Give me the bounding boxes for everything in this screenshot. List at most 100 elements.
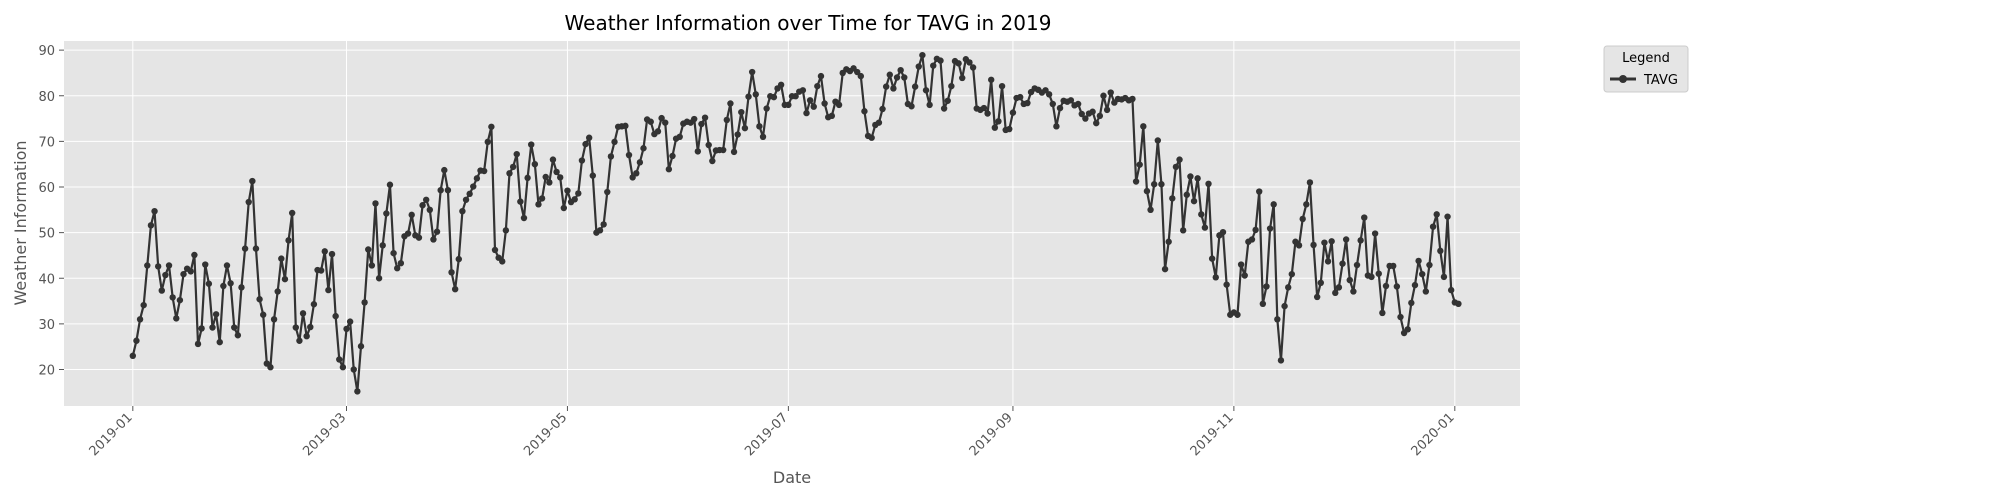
data-point-306: [1237, 261, 1245, 268]
data-point-282: [1150, 181, 1158, 188]
data-point-73: [394, 265, 401, 272]
data-point-343: [1371, 230, 1379, 237]
data-point-109: [524, 174, 531, 182]
data-point-48: [303, 332, 310, 340]
data-point-276: [1129, 95, 1136, 103]
y-axis-label: Weather Information: [11, 140, 30, 305]
legend-title: Legend: [1622, 51, 1670, 66]
data-point-261: [1074, 100, 1082, 108]
data-point-291: [1183, 191, 1190, 198]
data-point-339: [1357, 237, 1364, 244]
data-point-301: [1219, 228, 1227, 236]
data-point-166: [730, 148, 738, 156]
y-tick-label-20: 20: [38, 364, 55, 379]
data-point-287: [1169, 195, 1176, 202]
data-point-129: [596, 227, 604, 234]
data-point-95: [473, 175, 481, 182]
data-point-122: [571, 196, 578, 203]
data-point-226: [948, 82, 955, 90]
data-point-133: [611, 138, 618, 146]
data-point-46: [296, 337, 303, 344]
data-point-24: [216, 338, 223, 346]
data-point-55: [328, 250, 336, 258]
data-point-103: [502, 227, 510, 234]
data-point-86: [441, 166, 448, 174]
data-point-0: [129, 352, 137, 360]
data-point-85: [437, 186, 444, 194]
data-point-204: [868, 134, 875, 141]
data-point-337: [1350, 288, 1357, 295]
data-point-10: [165, 262, 173, 269]
data-point-317: [1277, 357, 1285, 364]
data-point-2: [136, 316, 144, 323]
data-point-259: [1067, 97, 1075, 104]
x-tick-label-2019-07: 2019-07: [742, 410, 791, 459]
data-point-302: [1223, 281, 1230, 288]
data-point-30: [238, 284, 245, 291]
data-point-245: [1016, 93, 1024, 101]
data-point-177: [770, 93, 778, 101]
data-point-221: [930, 62, 937, 69]
data-point-53: [321, 248, 328, 255]
data-point-19: [198, 325, 205, 332]
data-point-353: [1408, 299, 1415, 307]
data-point-74: [397, 259, 405, 267]
data-point-8: [158, 287, 165, 294]
data-point-116: [549, 156, 557, 163]
data-point-185: [799, 87, 807, 94]
data-point-173: [756, 123, 763, 130]
data-point-334: [1339, 260, 1346, 267]
data-point-223: [937, 57, 944, 64]
data-point-247: [1024, 99, 1031, 107]
data-point-67: [372, 200, 379, 207]
y-tick-label-30: 30: [38, 318, 55, 333]
data-point-344: [1375, 270, 1382, 277]
data-point-92: [462, 196, 470, 203]
data-point-89: [451, 286, 459, 293]
data-point-76: [404, 230, 412, 237]
data-point-155: [691, 115, 698, 123]
data-point-331: [1328, 238, 1335, 245]
data-point-13: [176, 296, 184, 304]
data-point-285: [1161, 265, 1169, 273]
data-point-269: [1103, 106, 1111, 114]
data-point-363: [1444, 213, 1451, 220]
data-point-313: [1263, 283, 1270, 290]
data-point-213: [901, 74, 908, 81]
data-point-319: [1285, 284, 1292, 291]
data-point-280: [1143, 187, 1151, 195]
data-point-118: [557, 174, 564, 181]
data-point-361: [1437, 247, 1444, 255]
x-tick-label-2020-01: 2020-01: [1409, 410, 1458, 459]
data-point-208: [882, 83, 890, 90]
data-point-57: [336, 356, 343, 363]
data-point-45: [292, 324, 299, 331]
data-point-156: [694, 148, 702, 155]
data-point-350: [1397, 313, 1404, 321]
data-point-26: [223, 262, 231, 269]
data-point-28: [231, 324, 238, 331]
data-point-355: [1415, 257, 1422, 265]
data-point-139: [633, 170, 640, 177]
data-point-174: [759, 133, 767, 141]
data-point-158: [701, 114, 709, 121]
data-point-315: [1270, 201, 1277, 208]
data-point-294: [1194, 175, 1201, 182]
data-point-141: [640, 145, 647, 152]
data-point-327: [1313, 293, 1321, 301]
data-point-60: [346, 318, 354, 325]
data-point-11: [169, 294, 176, 301]
y-tick-label-60: 60: [38, 181, 55, 196]
data-point-311: [1256, 188, 1263, 195]
data-point-25: [220, 282, 227, 290]
data-point-58: [339, 364, 347, 371]
data-point-330: [1324, 258, 1332, 265]
data-point-181: [785, 101, 792, 109]
data-point-359: [1429, 223, 1437, 230]
data-point-38: [267, 364, 274, 371]
data-point-316: [1274, 316, 1281, 323]
data-point-111: [531, 160, 539, 168]
data-point-70: [383, 210, 390, 217]
data-point-218: [919, 51, 926, 59]
legend-entry-tavg: TAVG: [1643, 73, 1678, 88]
